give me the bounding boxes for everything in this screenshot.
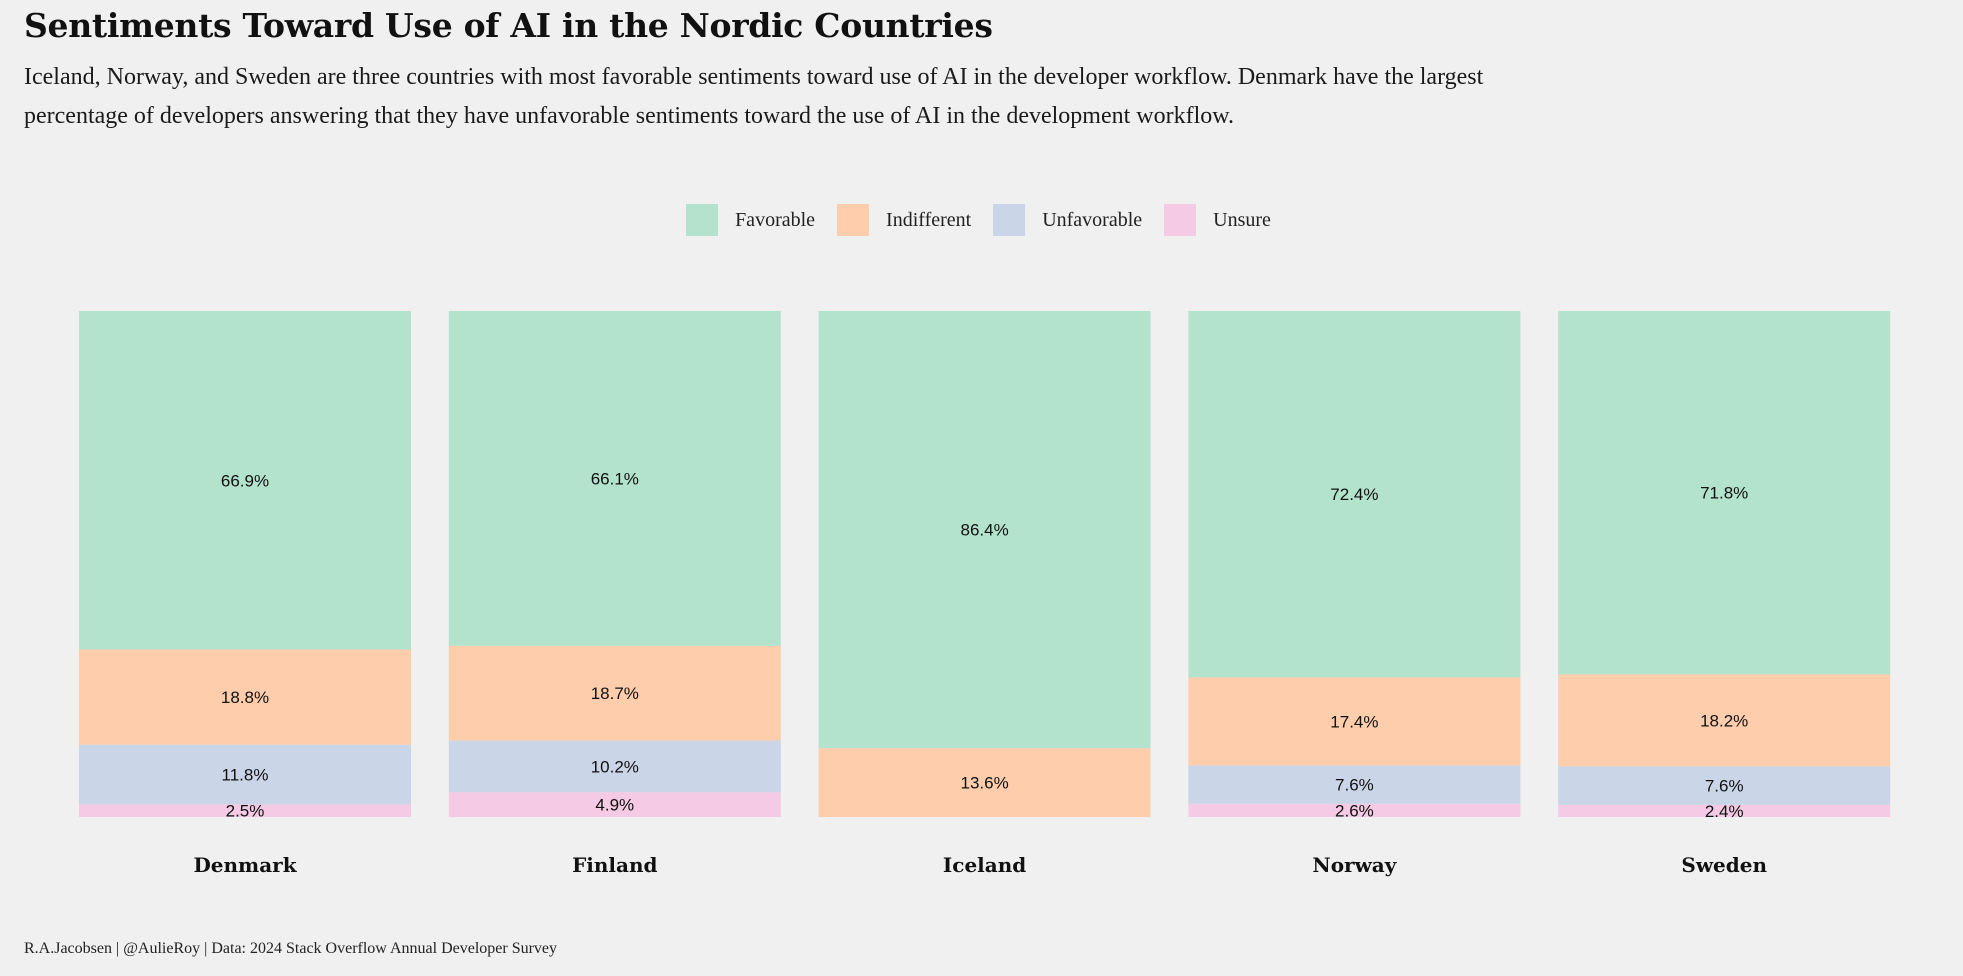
bar-segment-favorable (1558, 311, 1891, 675)
data-label: 66.9% (221, 471, 269, 490)
data-label: 71.8% (1700, 484, 1748, 503)
bar-group-denmark: 2.5% 11.8% 18.8% 66.9% (79, 311, 411, 821)
data-label: 2.5% (226, 802, 265, 821)
data-label: 18.2% (1700, 711, 1748, 730)
data-label: 2.4% (1705, 802, 1744, 821)
bar-segment-favorable (448, 311, 781, 646)
data-label: 66.1% (591, 469, 639, 488)
data-label: 11.8% (222, 765, 269, 784)
bar-segment-unfavorable (448, 740, 781, 793)
legend-item-unfavorable: Unfavorable (993, 204, 1148, 236)
data-label: 13.6% (960, 774, 1008, 793)
x-tick-label: Norway (1312, 853, 1397, 877)
bar-segment-indifferent (79, 649, 411, 745)
bar-group-iceland: 13.6% 86.4% (818, 311, 1151, 817)
legend-swatch (993, 204, 1026, 236)
data-label: 17.4% (1330, 712, 1378, 731)
bar-segment-unsure (1188, 803, 1521, 817)
bar-group-sweden: 2.4% 7.6% 18.2% 71.8% (1558, 311, 1891, 821)
x-tick-label: Iceland (943, 853, 1026, 877)
bar-segment-indifferent (448, 645, 781, 741)
credit-line: R.A.Jacobsen | @AulieRoy | Data: 2024 St… (24, 940, 558, 957)
data-label: 18.8% (221, 688, 269, 707)
bar-segment-indifferent (818, 748, 1151, 817)
legend-label: Indifferent (886, 208, 972, 231)
data-label: 2.6% (1335, 801, 1374, 820)
x-tick-label: Sweden (1681, 853, 1767, 877)
x-tick-label: Finland (572, 853, 657, 877)
bar-segment-indifferent (1188, 677, 1521, 766)
data-label: 4.9% (595, 796, 634, 815)
legend: Favorable Indifferent Unfavorable Unsure (0, 204, 1963, 236)
bar-segment-unsure (79, 804, 411, 817)
bar-segment-unfavorable (1558, 766, 1891, 805)
bar-segment-favorable (818, 311, 1151, 749)
legend-label: Unsure (1213, 208, 1271, 231)
legend-swatch (686, 204, 719, 236)
legend-item-indifferent: Indifferent (837, 204, 977, 236)
bar-segment-favorable (79, 311, 411, 650)
bar-group-norway: 2.6% 7.6% 17.4% 72.4% (1188, 311, 1521, 820)
x-tick-label: Denmark (193, 853, 297, 877)
data-label: 7.6% (1335, 776, 1374, 795)
legend-swatch (1164, 204, 1197, 236)
legend-swatch (837, 204, 870, 236)
legend-item-favorable: Favorable (686, 204, 821, 236)
data-label: 7.6% (1705, 777, 1744, 796)
data-label: 10.2% (591, 757, 639, 776)
bar-segment-favorable (1188, 311, 1521, 678)
data-label: 72.4% (1330, 485, 1378, 504)
bar-segment-unfavorable (79, 744, 411, 805)
chart-title: Sentiments Toward Use of AI in the Nordi… (24, 6, 993, 45)
bar-group-finland: 4.9% 10.2% 18.7% 66.1% (448, 311, 781, 817)
bar-segment-unsure (1558, 804, 1891, 817)
legend-item-unsure: Unsure (1164, 204, 1277, 236)
bar-segment-unfavorable (1188, 765, 1521, 804)
bar-segment-indifferent (1558, 674, 1891, 767)
legend-label: Unfavorable (1042, 208, 1143, 231)
data-label: 18.7% (591, 684, 639, 703)
data-label: 86.4% (960, 521, 1008, 540)
legend-label: Favorable (735, 208, 816, 231)
chart-subtitle: Iceland, Norway, and Sweden are three co… (24, 64, 1484, 129)
bar-segment-unsure (448, 792, 781, 817)
stacked-bar-chart: 2.5% 11.8% 18.8% 66.9% Denmark 4.9% 10.2% 18.7%… (79, 311, 1891, 877)
